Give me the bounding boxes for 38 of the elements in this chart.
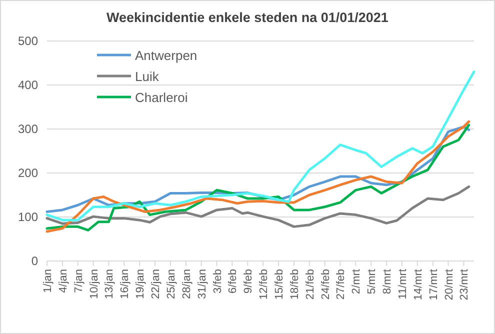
x-tick-label: 18/feb: [288, 269, 301, 300]
chart-title: Weekincidentie enkele steden na 01/01/2021: [106, 10, 389, 25]
x-tick-label: 19/jan: [134, 269, 147, 299]
legend-label: Luik: [135, 69, 160, 84]
x-tick-label: 21/feb: [304, 269, 316, 300]
y-tick-label: 0: [31, 254, 38, 268]
x-tick-label: 11/mrt: [396, 269, 409, 300]
x-tick-label: 9/feb: [242, 269, 255, 294]
y-tick-label: 400: [18, 78, 38, 92]
x-tick-label: 4/jan: [57, 269, 70, 293]
x-tick-label: 10/jan: [88, 269, 100, 299]
x-tick-label: 2/mrt: [350, 269, 363, 294]
x-tick-label: 31/jan: [196, 269, 208, 299]
y-tick-label: 300: [18, 122, 38, 136]
x-tick-label: 14/mrt: [412, 269, 424, 300]
legend-label: Charleroi: [135, 90, 188, 105]
x-tick-label: 16/jan: [119, 269, 132, 299]
x-tick-label: 25/jan: [165, 269, 178, 299]
x-tick-label: 3/feb: [212, 269, 224, 294]
x-tick-label: 23/mrt: [458, 269, 471, 300]
x-tick-label: 13/jan: [104, 269, 116, 299]
x-tick-label: 15/feb: [274, 269, 286, 300]
x-tick-label: 17/mrt: [428, 269, 440, 300]
y-tick-label: 500: [18, 34, 38, 48]
x-tick-label: 8/mrt: [382, 269, 394, 294]
y-tick-label: 200: [18, 166, 38, 180]
x-tick-label: 6/feb: [227, 269, 240, 294]
x-tick-label: 5/mrt: [366, 269, 378, 294]
y-tick-label: 100: [18, 210, 38, 224]
x-tick-label: 22/jan: [150, 269, 162, 299]
x-tick-label: 28/jan: [180, 269, 193, 299]
x-tick-label: 1/jan: [42, 269, 54, 293]
x-tick-label: 7/jan: [72, 269, 85, 293]
x-tick-label: 24/feb: [320, 269, 332, 300]
x-tick-label: 27/feb: [335, 269, 348, 300]
x-tick-label: 12/feb: [258, 269, 270, 300]
x-tick-label: 20/mrt: [443, 269, 456, 300]
legend-label: Antwerpen: [135, 48, 198, 63]
